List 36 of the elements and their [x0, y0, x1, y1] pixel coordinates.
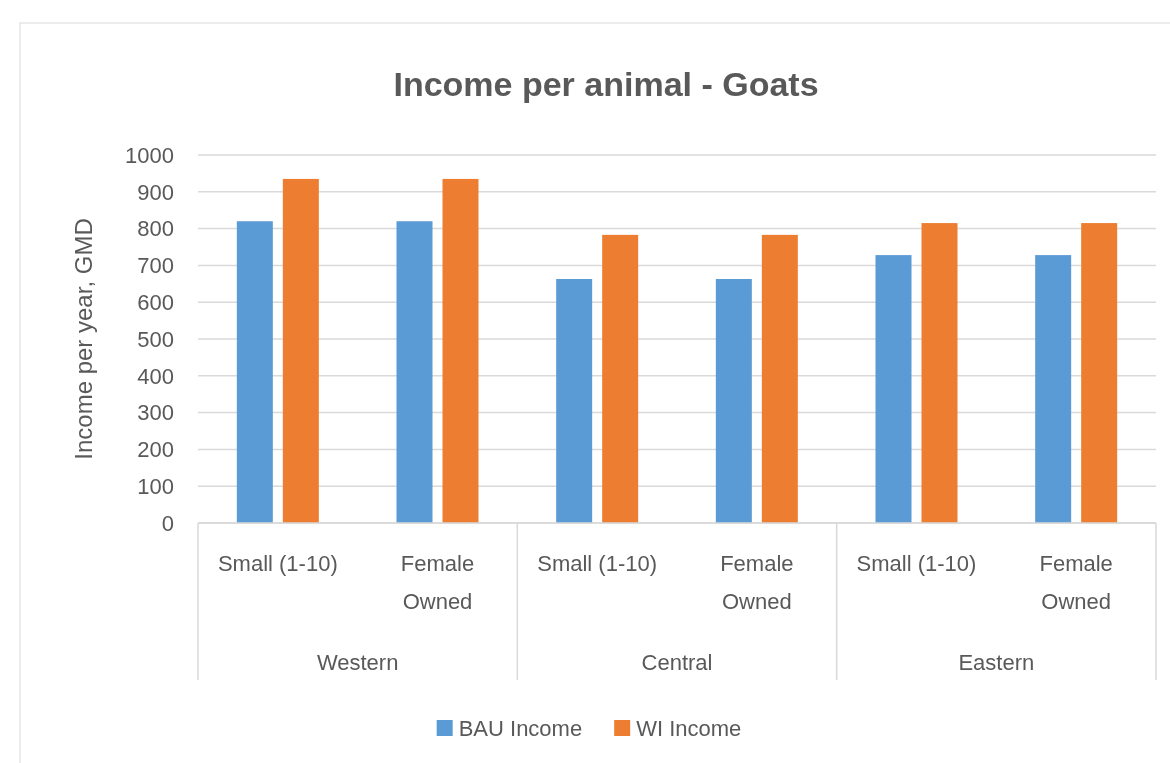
y-tick-label: 0: [161, 510, 174, 536]
x-tick-label: Small (1-10): [537, 551, 658, 576]
legend-label: BAU Income: [458, 716, 583, 741]
bar: [1081, 223, 1118, 523]
bar: [921, 223, 958, 523]
x-tick-label: Female Owned: [720, 551, 794, 614]
bar: [761, 234, 798, 523]
bar: [282, 178, 319, 523]
y-tick-label: 500: [137, 326, 174, 352]
bar: [236, 221, 273, 523]
y-tick-label: 300: [137, 400, 174, 426]
bar: [602, 234, 639, 523]
x-tick-label: Female Owned: [400, 551, 475, 614]
x-tick-label: Small (1-10): [217, 551, 338, 576]
text: Eastern: [958, 650, 1035, 675]
text: Central: [641, 650, 713, 675]
y-tick-label: 600: [137, 289, 174, 315]
y-tick-label: 100: [137, 473, 174, 499]
bar: [396, 221, 433, 523]
x-tick-label: Female Owned: [1039, 551, 1113, 614]
bar: [715, 279, 752, 523]
bar: [1035, 255, 1072, 523]
bar: [556, 279, 593, 523]
bar: [875, 255, 912, 523]
y-tick-label: 900: [137, 179, 174, 205]
y-tick-label: 400: [137, 363, 174, 389]
chart-title: Income per animal - Goats: [393, 65, 819, 103]
y-axis-title: Income per year, GMD: [70, 218, 97, 460]
y-tick-label: 800: [137, 216, 174, 242]
bar: [442, 178, 479, 523]
legend-label: WI Income: [636, 716, 742, 741]
text: Western: [316, 650, 399, 675]
x-tick-label: Small (1-10): [856, 551, 977, 576]
y-tick-label: 1000: [125, 142, 174, 168]
y-tick-label: 700: [137, 253, 174, 279]
y-tick-label: 200: [137, 437, 174, 463]
